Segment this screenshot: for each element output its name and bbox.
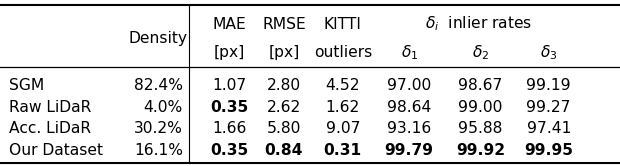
Text: 9.07: 9.07 bbox=[326, 121, 360, 136]
Text: 99.00: 99.00 bbox=[458, 100, 503, 115]
Text: 82.4%: 82.4% bbox=[134, 78, 183, 93]
Text: 97.00: 97.00 bbox=[387, 78, 432, 93]
Text: outliers: outliers bbox=[314, 45, 372, 60]
Text: 5.80: 5.80 bbox=[267, 121, 301, 136]
Text: 4.52: 4.52 bbox=[326, 78, 360, 93]
Text: 0.35: 0.35 bbox=[210, 143, 249, 158]
Text: 97.41: 97.41 bbox=[526, 121, 571, 136]
Text: RMSE: RMSE bbox=[262, 17, 306, 32]
Text: MAE: MAE bbox=[213, 17, 246, 32]
Text: 99.19: 99.19 bbox=[526, 78, 571, 93]
Text: Raw LiDaR: Raw LiDaR bbox=[9, 100, 92, 115]
Text: $\delta_i$  inlier rates: $\delta_i$ inlier rates bbox=[425, 15, 533, 33]
Text: 1.66: 1.66 bbox=[212, 121, 247, 136]
Text: 0.35: 0.35 bbox=[210, 100, 249, 115]
Text: 93.16: 93.16 bbox=[387, 121, 432, 136]
Text: 4.0%: 4.0% bbox=[144, 100, 183, 115]
Text: [px]: [px] bbox=[214, 45, 245, 60]
Text: 99.95: 99.95 bbox=[524, 143, 574, 158]
Text: SGM: SGM bbox=[9, 78, 45, 93]
Text: $\delta_2$: $\delta_2$ bbox=[472, 43, 489, 62]
Text: 0.84: 0.84 bbox=[265, 143, 303, 158]
Text: 0.31: 0.31 bbox=[324, 143, 362, 158]
Text: [px]: [px] bbox=[268, 45, 299, 60]
Text: 2.62: 2.62 bbox=[267, 100, 301, 115]
Text: 95.88: 95.88 bbox=[458, 121, 503, 136]
Text: KITTI: KITTI bbox=[324, 17, 362, 32]
Text: 99.79: 99.79 bbox=[384, 143, 434, 158]
Text: 99.92: 99.92 bbox=[456, 143, 505, 158]
Text: Our Dataset: Our Dataset bbox=[9, 143, 104, 158]
Text: 99.27: 99.27 bbox=[526, 100, 571, 115]
Text: $\delta_3$: $\delta_3$ bbox=[540, 43, 557, 62]
Text: Density: Density bbox=[128, 31, 188, 46]
Text: 16.1%: 16.1% bbox=[134, 143, 183, 158]
Text: $\delta_1$: $\delta_1$ bbox=[401, 43, 418, 62]
Text: 2.80: 2.80 bbox=[267, 78, 301, 93]
Text: 1.62: 1.62 bbox=[326, 100, 360, 115]
Text: 98.64: 98.64 bbox=[387, 100, 432, 115]
Text: 1.07: 1.07 bbox=[212, 78, 247, 93]
Text: Acc. LiDaR: Acc. LiDaR bbox=[9, 121, 91, 136]
Text: 30.2%: 30.2% bbox=[134, 121, 183, 136]
Text: 98.67: 98.67 bbox=[458, 78, 503, 93]
